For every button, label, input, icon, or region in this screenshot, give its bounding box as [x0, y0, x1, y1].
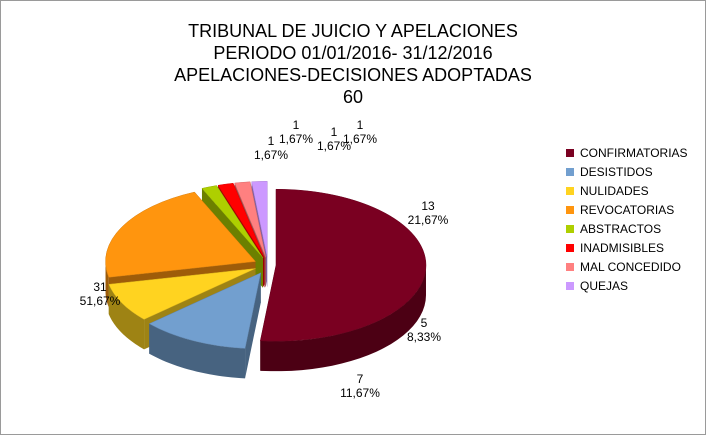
data-label-value-revocatorias: 13	[421, 199, 435, 213]
legend-swatch-revocatorias	[566, 205, 574, 214]
data-label-percent-inadmisibles: 1,67%	[317, 139, 351, 153]
data-label-percent-desistidos: 11,67%	[340, 386, 380, 400]
legend-item-abstractos: ABSTRACTOS	[566, 219, 688, 238]
slice-rim-nulidades	[108, 284, 145, 350]
data-label-percent-revocatorias: 21,67%	[408, 213, 449, 227]
data-label-value-mal-concedido: 1	[293, 118, 300, 132]
slice-desistidos	[148, 272, 262, 349]
legend-item-confirmatorias: CONFIRMATORIAS	[566, 143, 688, 162]
chart-legend: CONFIRMATORIAS DESISTIDOS NULIDADES REVOCAT…	[566, 143, 688, 295]
data-label-percent-quejas: 1,67%	[254, 148, 288, 162]
data-label-value-confirmatorias: 31	[93, 280, 107, 294]
data-label-value-quejas: 1	[268, 134, 275, 148]
legend-label-quejas: QUEJAS	[580, 278, 629, 293]
legend-item-nulidades: NULIDADES	[566, 181, 688, 200]
legend-label-inadmisibles: INADMISIBLES	[580, 240, 665, 255]
data-label-percent-nulidades: 8,33%	[407, 330, 441, 344]
legend-label-revocatorias: REVOCATORIAS	[580, 202, 675, 217]
legend-item-desistidos: DESISTIDOS	[566, 162, 688, 181]
slice-rim-desistidos	[149, 323, 246, 379]
legend-item-revocatorias: REVOCATORIAS	[566, 200, 688, 219]
chart-title-line-1: TRIBUNAL DE JUICIO Y APELACIONES	[188, 21, 518, 41]
legend-item-mal-concedido: MAL CONCEDIDO	[566, 257, 688, 276]
legend-label-nulidades: NULIDADES	[580, 183, 649, 198]
legend-label-desistidos: DESISTIDOS	[580, 164, 653, 179]
legend-swatch-nulidades	[566, 186, 574, 195]
legend-item-inadmisibles: INADMISIBLES	[566, 238, 688, 257]
data-label-percent-abstractos: 1,67%	[343, 132, 377, 146]
data-label-value-desistidos: 7	[357, 372, 364, 386]
slice-rim-revocatorias	[105, 261, 109, 308]
legend-swatch-abstractos	[566, 224, 574, 233]
slice-revocatorias	[105, 191, 257, 278]
data-label-percent-confirmatorias: 51,67%	[80, 294, 121, 308]
legend-swatch-mal-concedido	[566, 262, 574, 271]
data-label-value-nulidades: 5	[421, 316, 428, 330]
legend-label-abstractos: ABSTRACTOS	[580, 221, 662, 236]
legend-label-mal-concedido: MAL CONCEDIDO	[580, 259, 681, 274]
legend-swatch-quejas	[566, 281, 574, 290]
legend-swatch-confirmatorias	[566, 148, 574, 157]
data-labels: 3151,67%711,67%58,33%1321,67%11,67%11,67…	[80, 118, 449, 400]
pie-top-layer	[105, 181, 427, 349]
slice-inadmisibles	[217, 182, 265, 258]
legend-item-quejas: QUEJAS	[566, 276, 688, 295]
slice-confirmatorias	[260, 188, 427, 342]
slice-nulidades	[108, 268, 256, 320]
legend-swatch-desistidos	[566, 167, 574, 176]
data-label-percent-mal-concedido: 1,67%	[279, 132, 313, 146]
legend-label-confirmatorias: CONFIRMATORIAS	[580, 145, 688, 160]
chart-title-line-3: APELACIONES-DECISIONES ADOPTADAS	[174, 65, 532, 85]
slice-mal-concedido	[234, 181, 267, 258]
slice-abstractos	[201, 185, 264, 258]
chart-title-line-2: PERIODO 01/01/2016- 31/12/2016	[213, 43, 493, 63]
legend-swatch-inadmisibles	[566, 243, 574, 252]
slice-quejas	[251, 181, 268, 258]
chart-total: 60	[342, 87, 364, 107]
data-label-value-abstractos: 1	[357, 118, 364, 132]
slice-rim-confirmatorias	[260, 265, 426, 372]
data-label-value-inadmisibles: 1	[331, 125, 338, 139]
